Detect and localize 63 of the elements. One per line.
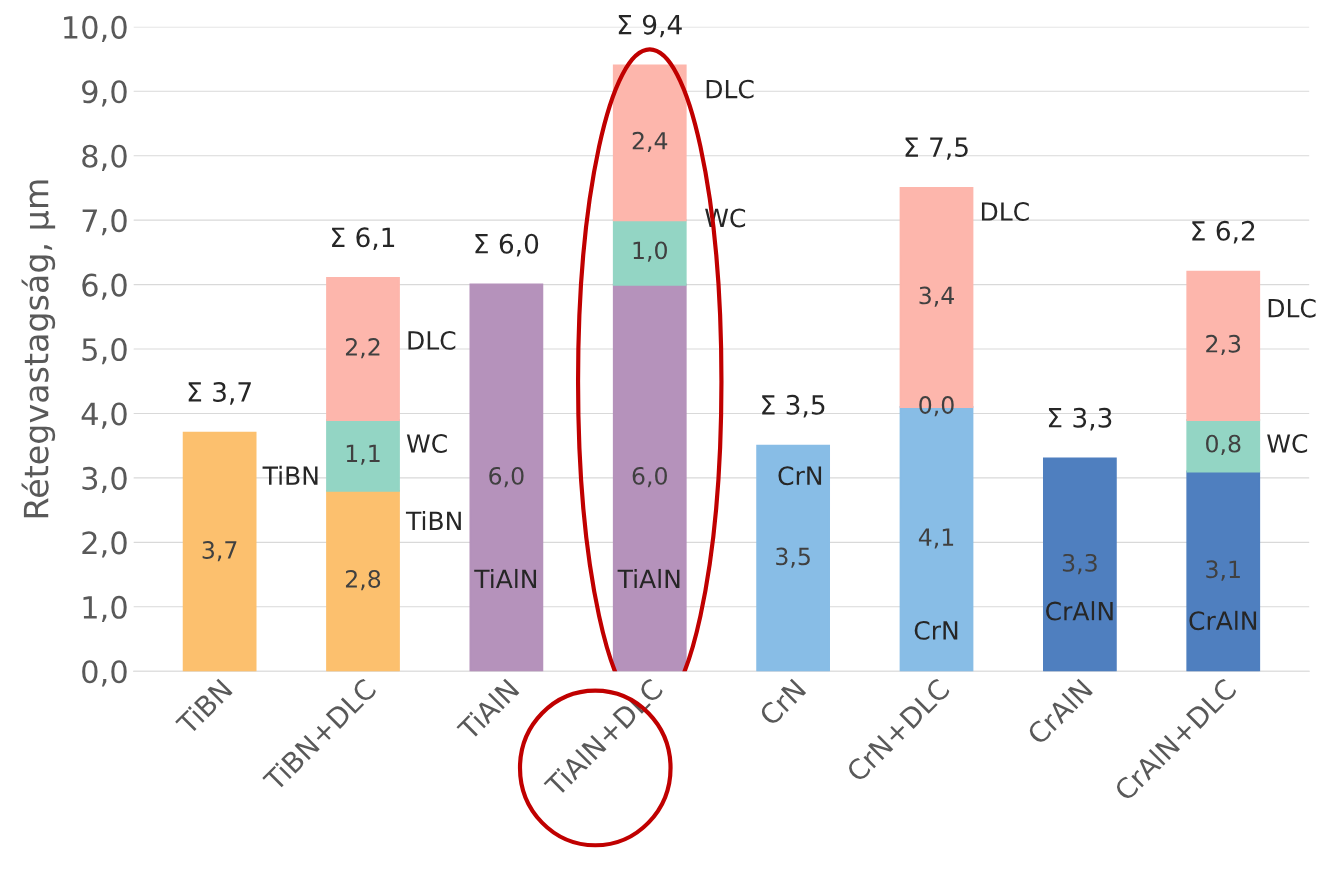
total-label: Σ 6,2 — [1192, 220, 1255, 244]
bar — [326, 277, 400, 421]
y-tick-label: 10,0 — [64, 15, 127, 43]
data-label: 3,3 — [1062, 553, 1097, 575]
annotation: DLC — [981, 202, 1029, 221]
bar — [1186, 470, 1261, 672]
annotation: CrN — [778, 466, 822, 486]
data-label: 1,0 — [633, 241, 667, 262]
y-tick-label: 7,0 — [82, 209, 127, 236]
annotation: CrAlN — [1046, 601, 1113, 621]
y-tick-label: 3,0 — [82, 466, 127, 494]
data-label: 3,7 — [202, 541, 237, 562]
data-label: 3,1 — [1206, 560, 1240, 581]
annotation: DLC — [706, 79, 754, 99]
bar — [469, 283, 544, 672]
y-axis-title: Rétegvastagság, µm — [21, 180, 56, 518]
bar — [756, 444, 831, 672]
data-label: 0,8 — [1206, 434, 1241, 455]
data-label: 6,0 — [489, 466, 524, 488]
annotation: WC — [406, 434, 447, 453]
total-label: Σ 6,0 — [475, 233, 539, 257]
bar — [1043, 457, 1117, 672]
annotation: CrN — [914, 620, 958, 640]
total-label: Σ 7,5 — [905, 137, 968, 160]
total-label: Σ 3,5 — [762, 394, 825, 418]
y-tick-label: 4,0 — [81, 402, 127, 429]
bar — [612, 283, 687, 672]
annotation: WC — [1267, 434, 1308, 453]
y-tick-label: 8,0 — [82, 144, 127, 171]
bar — [612, 64, 687, 222]
annotation: DLC — [1268, 298, 1316, 318]
x-tick-label: CrN — [758, 678, 807, 727]
bar — [326, 418, 400, 492]
y-tick-label: 9,0 — [82, 80, 127, 107]
bar — [326, 489, 400, 672]
data-label: 3,5 — [776, 547, 810, 568]
annotation: TiBN — [262, 465, 318, 485]
annotation: TiAlN — [617, 568, 680, 588]
data-label: 2,3 — [1206, 334, 1241, 356]
y-tick-label: 6,0 — [82, 273, 127, 300]
annotation: CrAlN — [1189, 610, 1257, 631]
data-label: 6,0 — [632, 466, 667, 488]
bar — [612, 219, 687, 286]
bar — [182, 431, 257, 672]
total-label: Σ 3,3 — [1048, 407, 1112, 431]
annotation: TiBN — [405, 510, 461, 530]
bar — [1186, 418, 1261, 473]
data-label: 3,4 — [919, 286, 954, 307]
y-tick-label: 1,0 — [83, 595, 127, 622]
total-label: Σ 6,1 — [332, 227, 395, 250]
data-label: 2,2 — [345, 338, 380, 359]
annotation: DLC — [408, 330, 456, 350]
total-label: Σ 9,4 — [618, 14, 682, 38]
data-label: 2,4 — [632, 131, 668, 153]
bar — [1186, 270, 1261, 421]
y-tick-label: 0,0 — [82, 660, 127, 687]
y-tick-label: 2,0 — [82, 531, 127, 558]
data-label: 1,1 — [346, 444, 380, 465]
total-label: Σ 3,7 — [188, 381, 251, 405]
annotation: TiAlN — [474, 568, 537, 588]
data-label: 4,1 — [918, 528, 954, 549]
y-tick-label: 5,0 — [82, 337, 127, 365]
data-label: 2,8 — [345, 570, 381, 591]
